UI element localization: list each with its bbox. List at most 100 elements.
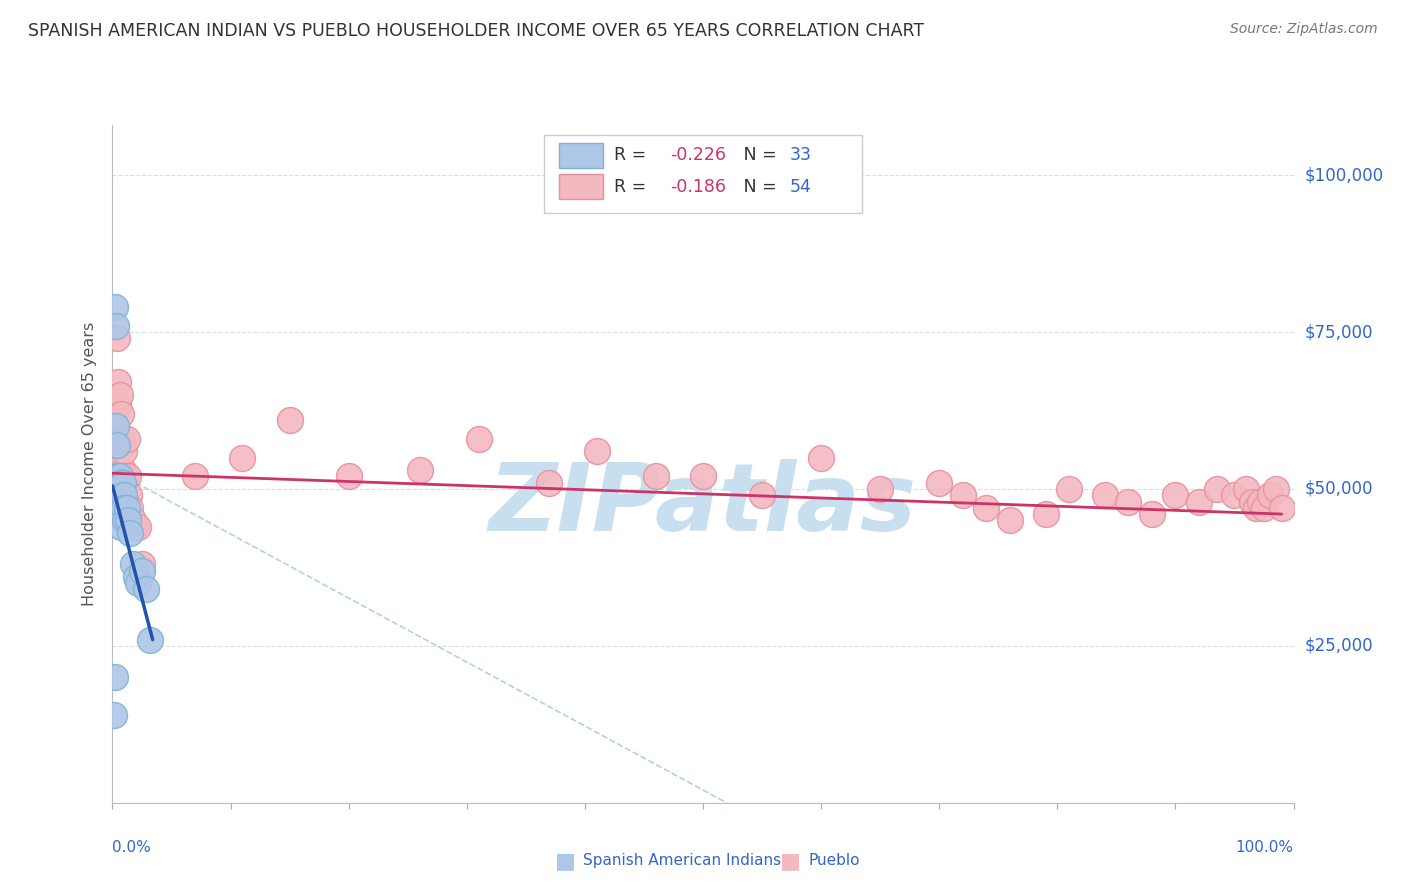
- Point: [127, 519, 149, 533]
- Text: 33: 33: [789, 146, 811, 164]
- Point: [115, 500, 138, 515]
- Point: [1271, 500, 1294, 515]
- FancyBboxPatch shape: [560, 174, 603, 199]
- Text: $25,000: $25,000: [1305, 637, 1374, 655]
- Point: [107, 376, 129, 390]
- Point: [105, 469, 128, 483]
- Point: [107, 401, 129, 415]
- Point: [1116, 494, 1139, 508]
- Point: [105, 394, 128, 409]
- Point: [112, 488, 135, 502]
- Point: [108, 488, 131, 502]
- Point: [585, 444, 607, 458]
- Point: [1035, 507, 1057, 521]
- Point: [111, 500, 134, 515]
- Point: [107, 469, 129, 483]
- Point: [1140, 507, 1163, 521]
- Point: [112, 438, 135, 452]
- Point: [105, 331, 128, 345]
- Point: [107, 488, 129, 502]
- Point: [928, 475, 950, 490]
- Point: [1164, 488, 1187, 502]
- Point: [118, 488, 141, 502]
- Point: [1249, 494, 1271, 508]
- Point: [105, 438, 128, 452]
- Point: [124, 519, 146, 533]
- Point: [467, 432, 489, 446]
- Point: [131, 564, 153, 578]
- Point: [104, 300, 127, 314]
- Point: [121, 513, 143, 527]
- FancyBboxPatch shape: [544, 135, 862, 213]
- Point: [120, 500, 142, 515]
- Point: [1264, 482, 1286, 496]
- Text: Source: ZipAtlas.com: Source: ZipAtlas.com: [1230, 22, 1378, 37]
- Point: [111, 488, 134, 502]
- Point: [105, 419, 128, 434]
- Point: [105, 318, 128, 333]
- Point: [135, 582, 157, 597]
- Point: [131, 558, 153, 572]
- Text: $100,000: $100,000: [1305, 166, 1384, 184]
- Point: [1244, 500, 1267, 515]
- Text: -0.186: -0.186: [669, 178, 725, 195]
- Point: [538, 475, 561, 490]
- Point: [1253, 500, 1275, 515]
- Point: [1205, 482, 1227, 496]
- Text: 0.0%: 0.0%: [112, 840, 152, 855]
- Text: R =: R =: [614, 178, 652, 195]
- Point: [104, 670, 127, 684]
- Text: Pueblo: Pueblo: [808, 854, 860, 868]
- Point: [1241, 494, 1264, 508]
- Text: ■: ■: [555, 851, 576, 871]
- Point: [644, 469, 666, 483]
- Point: [112, 444, 135, 458]
- Point: [114, 469, 136, 483]
- Y-axis label: Householder Income Over 65 years: Householder Income Over 65 years: [82, 322, 97, 606]
- Point: [108, 469, 131, 483]
- Point: [110, 407, 132, 421]
- Point: [108, 500, 131, 515]
- Point: [112, 475, 135, 490]
- Text: ZIPatlas: ZIPatlas: [489, 458, 917, 550]
- Text: N =: N =: [727, 178, 782, 195]
- Point: [751, 488, 773, 502]
- Text: Spanish American Indians: Spanish American Indians: [583, 854, 782, 868]
- Point: [121, 558, 143, 572]
- Point: [110, 432, 132, 446]
- Point: [110, 519, 132, 533]
- Point: [278, 413, 301, 427]
- Point: [976, 500, 998, 515]
- Point: [231, 450, 253, 465]
- Point: [1223, 488, 1246, 502]
- Point: [120, 525, 142, 540]
- Point: [184, 469, 207, 483]
- Point: [125, 570, 148, 584]
- Point: [114, 513, 136, 527]
- Text: SPANISH AMERICAN INDIAN VS PUEBLO HOUSEHOLDER INCOME OVER 65 YEARS CORRELATION C: SPANISH AMERICAN INDIAN VS PUEBLO HOUSEH…: [28, 22, 924, 40]
- Point: [117, 469, 139, 483]
- Text: 100.0%: 100.0%: [1236, 840, 1294, 855]
- Point: [111, 432, 134, 446]
- Point: [1188, 494, 1211, 508]
- Text: N =: N =: [727, 146, 782, 164]
- Point: [139, 632, 162, 647]
- Point: [103, 707, 125, 722]
- Point: [1234, 482, 1257, 496]
- Point: [810, 450, 832, 465]
- Point: [111, 475, 134, 490]
- Point: [107, 507, 129, 521]
- Point: [1094, 488, 1116, 502]
- Point: [112, 500, 135, 515]
- Point: [1258, 488, 1281, 502]
- Point: [1057, 482, 1080, 496]
- Point: [952, 488, 974, 502]
- Text: ■: ■: [780, 851, 801, 871]
- Point: [127, 576, 149, 591]
- Text: -0.226: -0.226: [669, 146, 725, 164]
- Text: $50,000: $50,000: [1305, 480, 1374, 498]
- Point: [115, 432, 138, 446]
- Point: [110, 475, 132, 490]
- Point: [112, 507, 135, 521]
- Text: 54: 54: [789, 178, 811, 195]
